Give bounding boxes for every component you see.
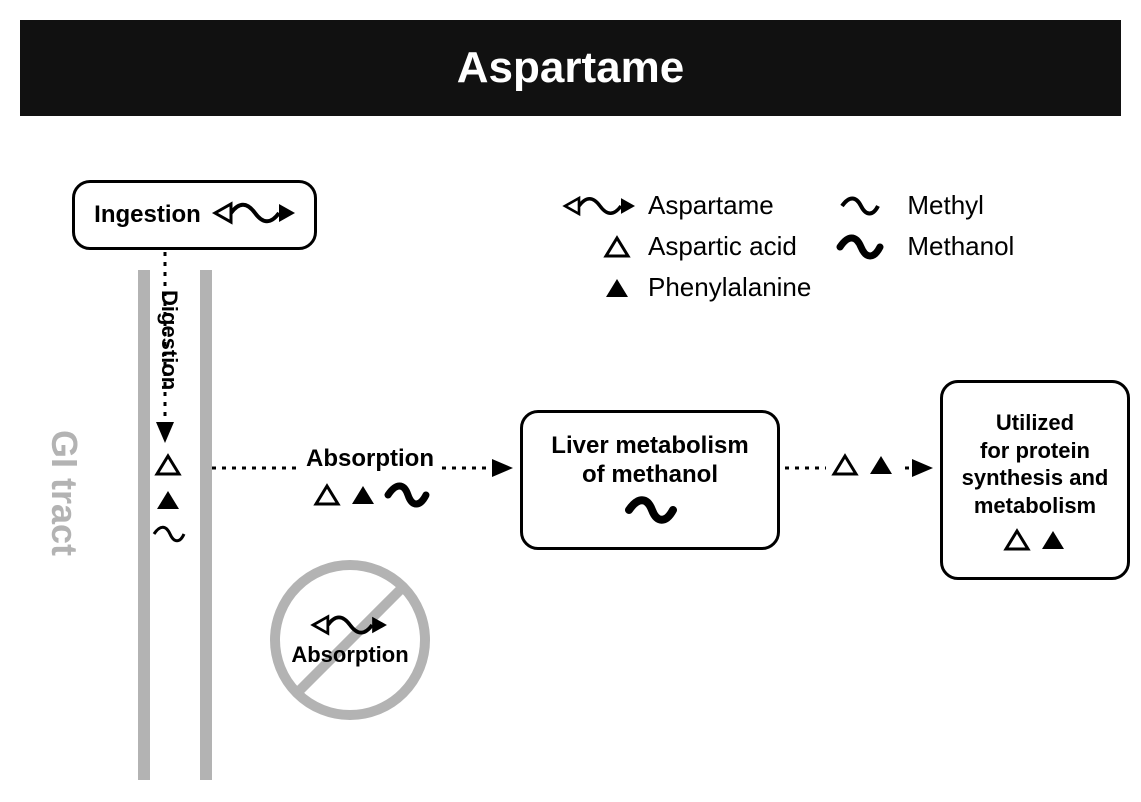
tri-filled-icon (868, 454, 894, 476)
methyl-icon (829, 191, 889, 221)
tri-filled-icon (1040, 529, 1066, 551)
aspartame-icon (570, 191, 630, 221)
node-utilized: Utilized for protein synthesis and metab… (940, 380, 1130, 580)
tri-open-icon (570, 232, 630, 262)
no-absorption: Absorption (270, 560, 430, 720)
tri-open-icon (1004, 529, 1030, 551)
legend: Aspartame Methyl Aspartic acid Methanol … (570, 190, 1014, 303)
between-icons (826, 454, 900, 476)
utilized-icons (1004, 529, 1066, 551)
tri-filled-icon (570, 273, 630, 303)
legend-label: Phenylalanine (648, 272, 811, 303)
legend-label: Aspartame (648, 190, 811, 221)
no-absorption-circle-icon (270, 560, 430, 720)
legend-label: Methyl (907, 190, 1014, 221)
tri-open-icon (832, 454, 858, 476)
utilized-label: Utilized for protein synthesis and metab… (962, 409, 1109, 519)
legend-label: Methanol (907, 231, 1014, 262)
legend-label: Aspartic acid (648, 231, 811, 262)
methanol-icon (829, 232, 889, 262)
